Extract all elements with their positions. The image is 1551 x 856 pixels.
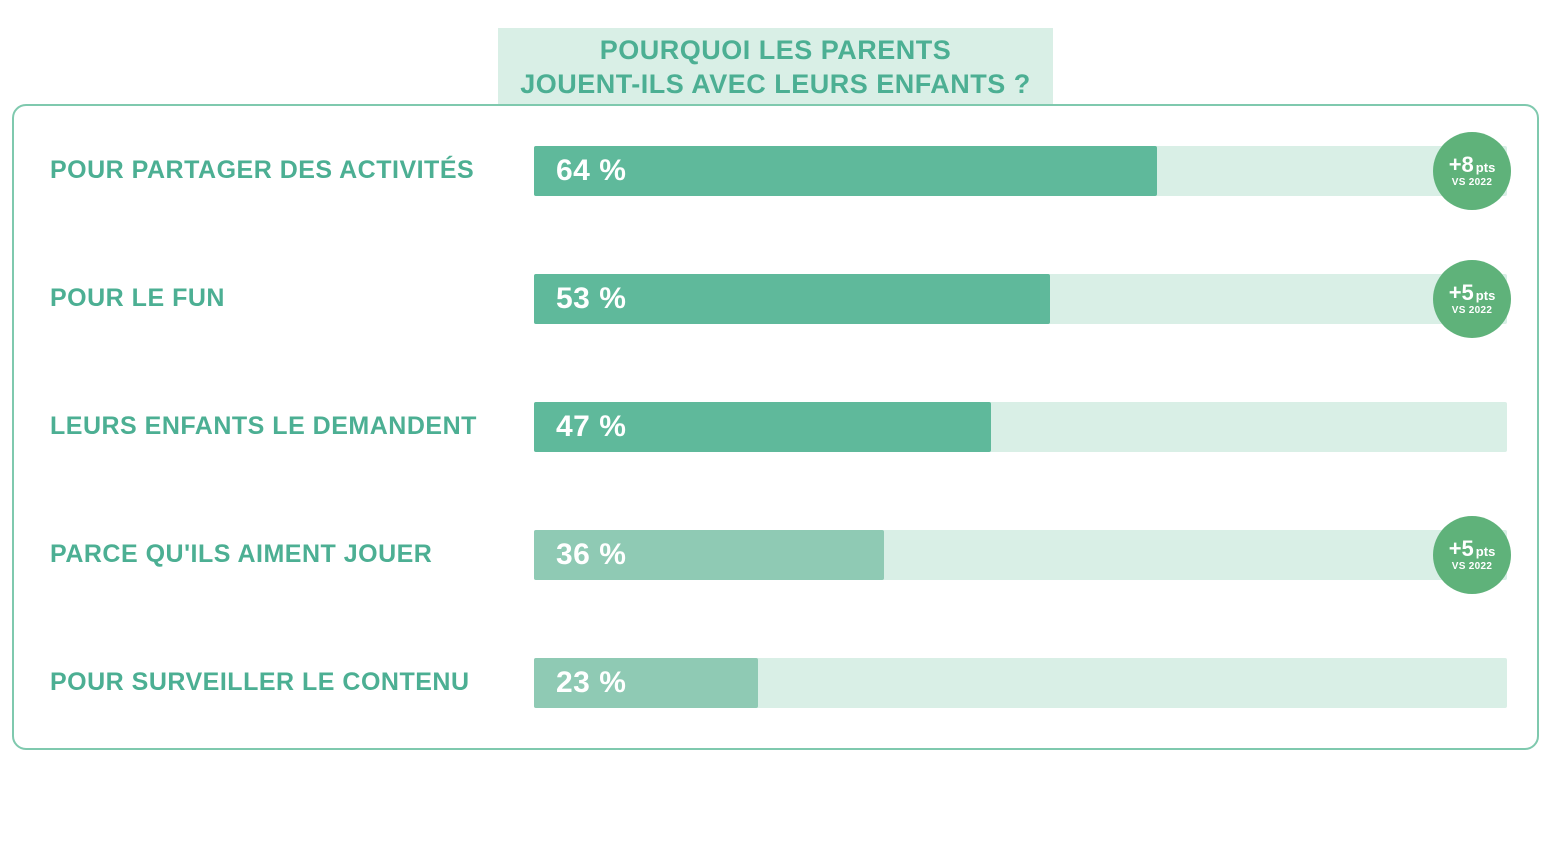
delta-value: +5pts <box>1449 282 1496 304</box>
bar-row: PARCE QU'ILS AIMENT JOUER36 % +5pts VS 202… <box>44 530 1507 580</box>
bar-value: 64 % <box>534 154 626 188</box>
bar-area: 64 % +8pts VS 2022 <box>534 146 1507 196</box>
bar-value: 47 % <box>534 410 626 444</box>
chart-title-line1: POURQUOI LES PARENTS <box>600 35 952 65</box>
bar-fill: 47 % <box>534 402 991 452</box>
bar-row: POUR PARTAGER DES ACTIVITÉS64 % +8pts VS 2… <box>44 146 1507 196</box>
delta-vs: VS 2022 <box>1452 562 1492 572</box>
delta-badge: +5pts VS 2022 <box>1433 260 1511 338</box>
bar-label: LEURS ENFANTS LE DEMANDENT <box>44 412 534 441</box>
bar-area: 23 % <box>534 658 1507 708</box>
bar-row: LEURS ENFANTS LE DEMANDENT47 % <box>44 402 1507 452</box>
bar-fill: 53 % <box>534 274 1050 324</box>
delta-vs: VS 2022 <box>1452 178 1492 188</box>
bar-area: 53 % +5pts VS 2022 <box>534 274 1507 324</box>
chart-title-line2: JOUENT-ILS AVEC LEURS ENFANTS ? <box>520 69 1031 99</box>
chart-title: POURQUOI LES PARENTS JOUENT-ILS AVEC LEU… <box>498 28 1053 110</box>
chart-frame: POUR PARTAGER DES ACTIVITÉS64 % +8pts VS 2… <box>12 104 1539 750</box>
bar-label: POUR SURVEILLER LE CONTENU <box>44 668 534 697</box>
bar-label: PARCE QU'ILS AIMENT JOUER <box>44 540 534 569</box>
bar-fill: 36 % <box>534 530 884 580</box>
bar-value: 53 % <box>534 282 626 316</box>
bar-value: 36 % <box>534 538 626 572</box>
delta-badge: +5pts VS 2022 <box>1433 516 1511 594</box>
bar-label: POUR PARTAGER DES ACTIVITÉS <box>44 156 534 185</box>
delta-value: +8pts <box>1449 154 1496 176</box>
delta-value: +5pts <box>1449 538 1496 560</box>
bar-value: 23 % <box>534 666 626 700</box>
delta-vs: VS 2022 <box>1452 306 1492 316</box>
bar-fill: 23 % <box>534 658 758 708</box>
bar-fill: 64 % <box>534 146 1157 196</box>
bar-row: POUR LE FUN53 % +5pts VS 2022 <box>44 274 1507 324</box>
bar-row: POUR SURVEILLER LE CONTENU23 % <box>44 658 1507 708</box>
bar-area: 36 % +5pts VS 2022 <box>534 530 1507 580</box>
bar-area: 47 % <box>534 402 1507 452</box>
bar-label: POUR LE FUN <box>44 284 534 313</box>
delta-badge: +8pts VS 2022 <box>1433 132 1511 210</box>
